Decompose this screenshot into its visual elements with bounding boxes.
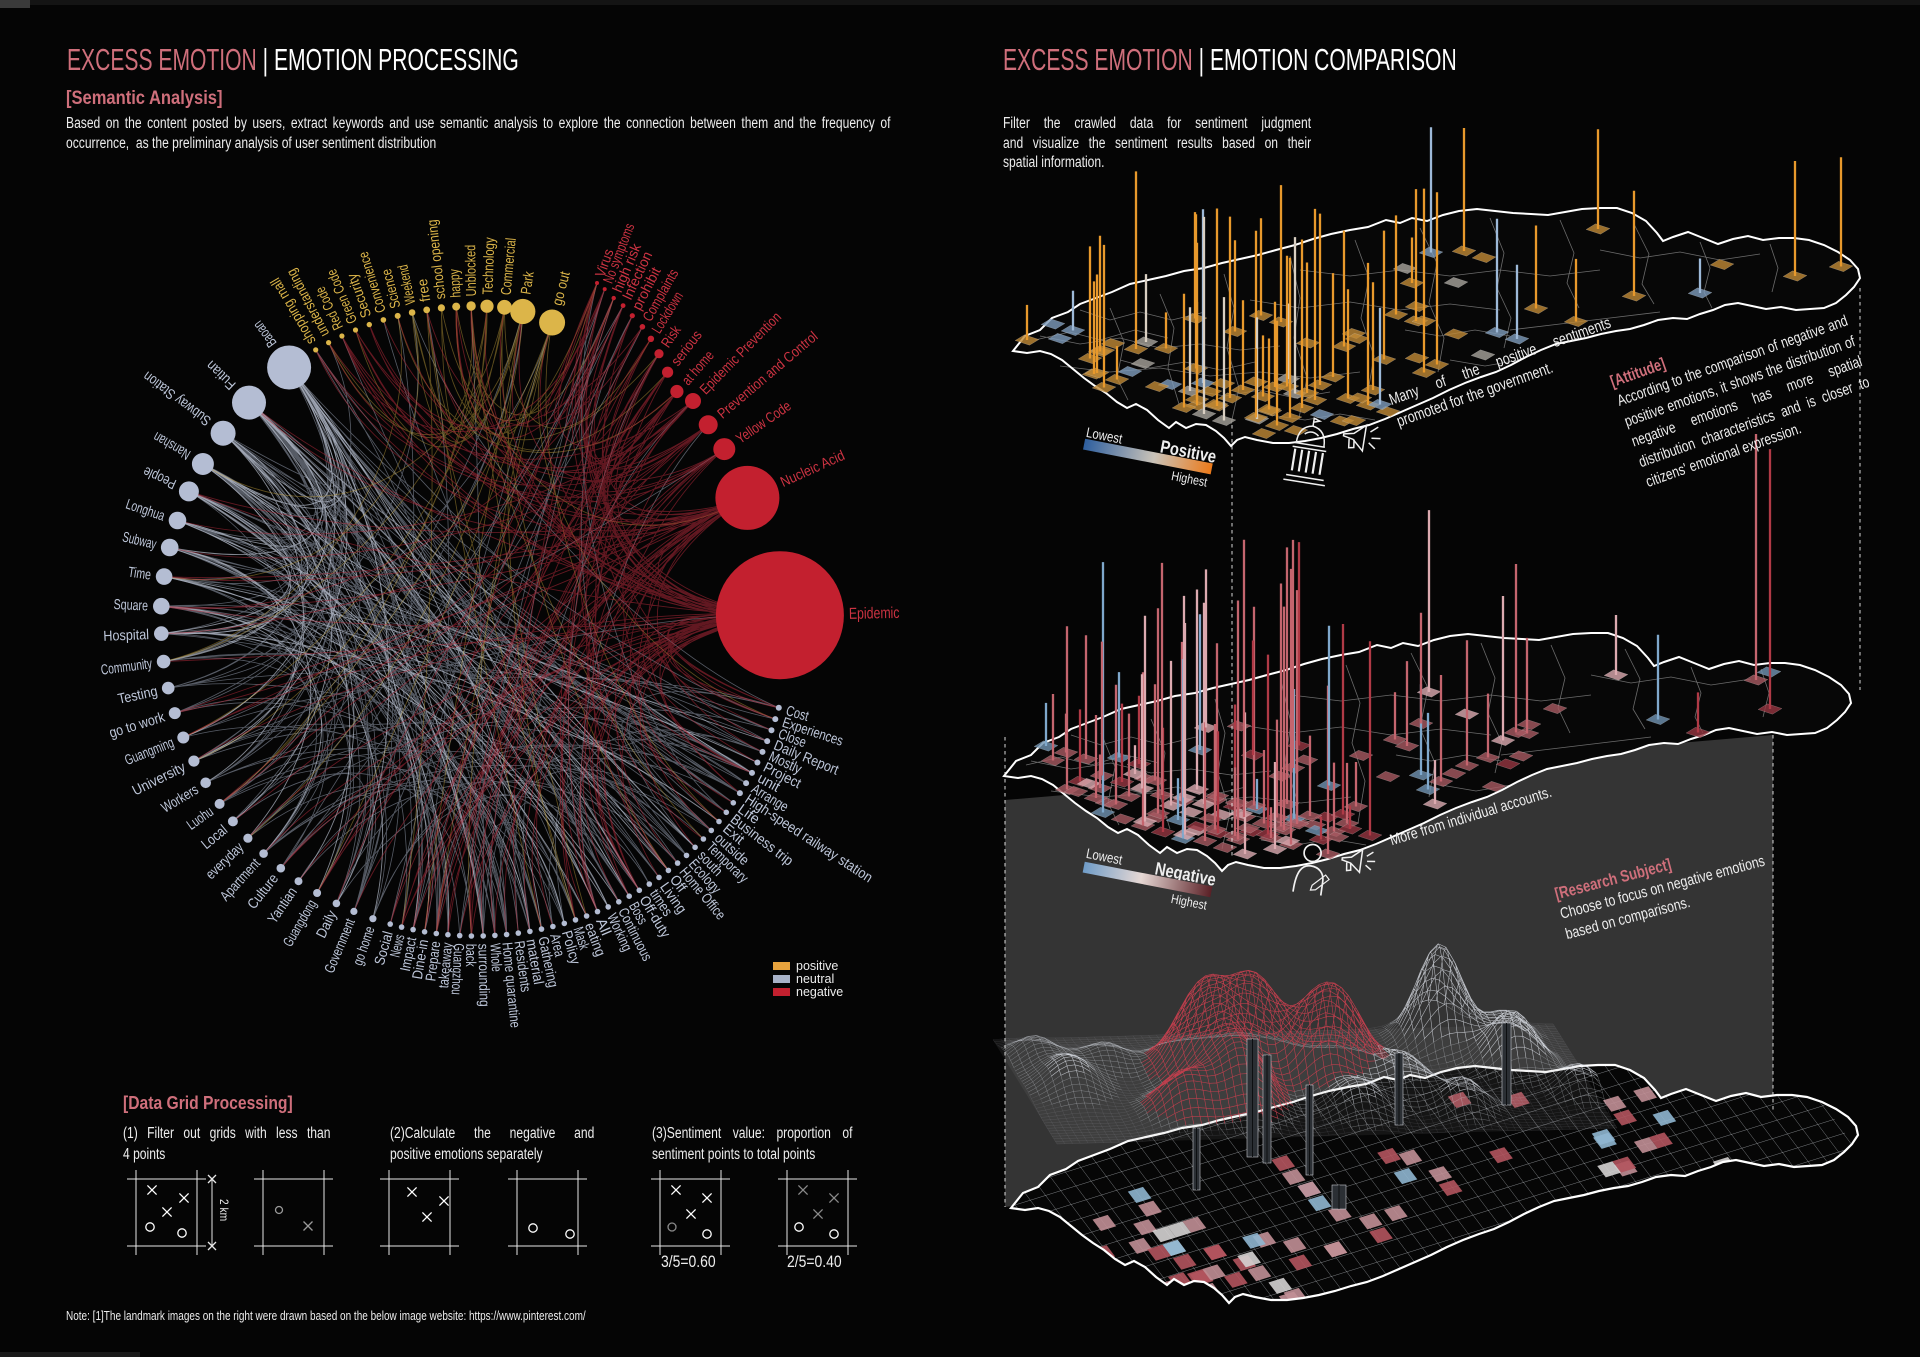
- svg-text:happy: happy: [447, 268, 465, 298]
- svg-text:surrounding: surrounding: [474, 944, 491, 1007]
- svg-text:go out: go out: [550, 270, 574, 307]
- svg-text:Area: Area: [546, 932, 567, 959]
- svg-text:Workers: Workers: [159, 782, 202, 816]
- svg-text:Impact: Impact: [398, 936, 421, 973]
- svg-text:Futian: Futian: [204, 357, 240, 392]
- svg-text:Square: Square: [113, 597, 148, 615]
- svg-text:Weekend: Weekend: [395, 263, 419, 306]
- svg-text:Residents: Residents: [510, 940, 533, 993]
- svg-text:Unblocked: Unblocked: [463, 245, 480, 297]
- svg-text:Mask: Mask: [569, 925, 592, 952]
- svg-text:Longhua: Longhua: [124, 497, 168, 525]
- svg-text:Subway: Subway: [121, 529, 159, 553]
- svg-text:News: News: [388, 933, 409, 959]
- svg-text:takeaway: takeaway: [436, 941, 456, 989]
- svg-text:Guangzhou: Guangzhou: [448, 943, 467, 995]
- svg-text:Cost: Cost: [784, 703, 810, 725]
- svg-text:Subway Station: Subway Station: [140, 368, 214, 429]
- svg-text:material: material: [522, 938, 546, 986]
- svg-text:Epidemic: Epidemic: [849, 605, 900, 623]
- svg-text:go to work: go to work: [107, 709, 167, 741]
- svg-text:Testing: Testing: [116, 684, 159, 708]
- svg-text:free: free: [415, 278, 434, 303]
- svg-text:Park: Park: [519, 270, 538, 296]
- svg-text:Prepare: Prepare: [423, 940, 444, 982]
- svg-text:Commercial: Commercial: [499, 237, 520, 296]
- svg-text:Time: Time: [127, 565, 152, 584]
- svg-text:Hospital: Hospital: [103, 627, 149, 645]
- svg-text:back: back: [462, 944, 478, 968]
- svg-text:Nucleic Acid: Nucleic Acid: [778, 448, 847, 491]
- svg-text:Baoan: Baoan: [250, 317, 280, 350]
- svg-text:All: All: [592, 916, 613, 938]
- svg-text:Whole: Whole: [486, 943, 504, 972]
- svg-text:Guangming: Guangming: [123, 735, 177, 769]
- svg-text:People: People: [141, 463, 179, 492]
- svg-text:Community: Community: [100, 656, 154, 679]
- svg-text:Nanshan: Nanshan: [151, 428, 194, 462]
- svg-text:Dine-in: Dine-in: [410, 938, 432, 980]
- svg-text:Technology: Technology: [480, 237, 498, 295]
